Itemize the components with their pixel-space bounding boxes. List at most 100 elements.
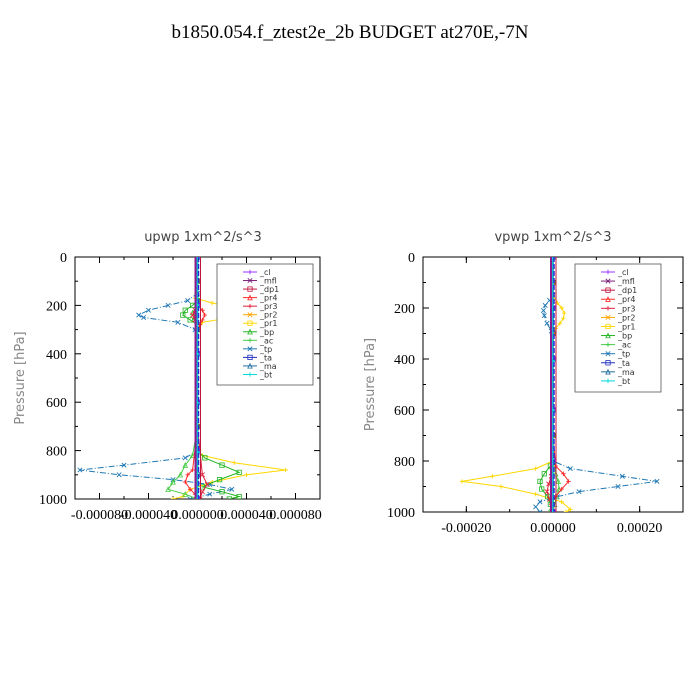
data-point [216, 477, 223, 483]
y-tick-label: 400 [46, 348, 67, 363]
legend-label: _pr2 [617, 313, 635, 322]
data-point [654, 478, 660, 484]
data-point [185, 472, 190, 477]
chart-panel-1: upwp 1xm^2/s^3 Pressure [hPa] 0 200 400 600 80… [13, 230, 322, 523]
data-point [459, 479, 465, 484]
y-tick-label: 0 [60, 251, 67, 266]
x-tick-label: -0.00020 [441, 521, 491, 536]
data-point [202, 312, 208, 318]
chart-panel-2: vpwp 1xm^2/s^3 Pressure [hPa] 0 200 400 600 80… [363, 230, 684, 536]
legend-marker [605, 306, 611, 311]
legend-marker [605, 314, 611, 320]
data-point [175, 319, 181, 325]
legend-label: _tp [617, 350, 630, 359]
data-point [190, 312, 196, 318]
y-tick-label: 1000 [39, 493, 67, 508]
legend-label: _ac [259, 336, 273, 345]
series-line [167, 281, 198, 499]
legend-label: _bp [617, 332, 632, 341]
legend-label: _pr4 [617, 295, 635, 304]
data-point [566, 479, 571, 484]
legend-marker [247, 346, 253, 352]
legend-marker [605, 269, 611, 275]
data-point [533, 491, 538, 497]
legend-marker [247, 328, 253, 335]
legend-marker [605, 378, 611, 384]
x-tick-label: 0.00020 [617, 521, 663, 536]
data-point [141, 314, 147, 321]
data-point [537, 478, 543, 485]
legend-box [216, 263, 314, 386]
data-point [219, 489, 225, 495]
data-point [539, 486, 545, 492]
legend-box [574, 263, 662, 393]
x-tick-label: 0.000000 [171, 508, 224, 523]
data-point [187, 487, 193, 492]
legend-label: _pr3 [617, 304, 635, 313]
x-tick-label: 0.000080 [269, 508, 322, 523]
data-point [557, 321, 563, 326]
data-point [219, 462, 225, 468]
data-point [77, 467, 83, 473]
data-point [136, 312, 142, 318]
legend-marker [247, 362, 253, 369]
data-point [177, 471, 184, 478]
data-point [165, 486, 171, 492]
data-point [283, 467, 288, 473]
legend-label: _tp [259, 345, 272, 354]
legend-label: _mfl [617, 277, 635, 286]
data-point [619, 473, 625, 479]
data-point [185, 298, 191, 304]
data-point [498, 484, 504, 489]
data-point [182, 307, 188, 313]
data-point [533, 504, 539, 510]
legend-marker [247, 320, 253, 326]
legend-label: _bt [617, 377, 630, 386]
data-point [121, 462, 127, 468]
legend-marker [605, 342, 611, 347]
legend-label: _dp1 [617, 286, 637, 295]
x-tick-label: -0.000040 [120, 508, 177, 523]
legend-marker [605, 296, 611, 302]
series-line [79, 281, 232, 499]
legend-label: _bp [259, 328, 274, 337]
legend-label: _dp1 [259, 285, 279, 294]
x-tick-label: 0.00000 [530, 521, 576, 536]
y-tick-label: 0 [408, 251, 415, 266]
legend-label: _cl [617, 268, 629, 277]
figure-title: b1850.054.f_ztest2e_2b BUDGET at270E,-7N [171, 22, 529, 43]
x-tick-label: -0.000080 [71, 508, 128, 523]
data-point [202, 455, 208, 461]
data-point [567, 466, 573, 472]
data-point [194, 257, 201, 260]
y-tick-label: 1000 [387, 506, 415, 521]
legend-label: _pr3 [259, 302, 277, 311]
data-point [116, 472, 122, 478]
data-point [563, 509, 569, 512]
legend-marker [605, 360, 611, 366]
legend-label: _mfl [259, 277, 277, 286]
y-tick-label: 600 [46, 396, 67, 411]
legend-marker [247, 294, 253, 301]
data-point [165, 302, 171, 308]
y-tick-label: 400 [394, 353, 415, 368]
data-point [229, 486, 235, 492]
data-point [540, 308, 546, 314]
legend-label: _pr1 [617, 322, 635, 331]
data-point [182, 491, 189, 497]
data-point [544, 320, 550, 326]
data-point [189, 452, 196, 459]
legend-label: _ta [259, 353, 272, 362]
legend-marker [247, 303, 253, 309]
data-point [550, 257, 556, 260]
chart-title: vpwp 1xm^2/s^3 [494, 230, 611, 245]
chart-title: upwp 1xm^2/s^3 [144, 230, 262, 245]
legend-label: _bt [259, 370, 272, 379]
data-point [559, 486, 564, 492]
y-axis-label: Pressure [hPa] [363, 338, 378, 431]
data-point [561, 316, 566, 321]
y-tick-label: 200 [394, 302, 415, 317]
legend-marker [605, 368, 611, 375]
data-point [537, 499, 543, 505]
data-point [190, 467, 195, 473]
